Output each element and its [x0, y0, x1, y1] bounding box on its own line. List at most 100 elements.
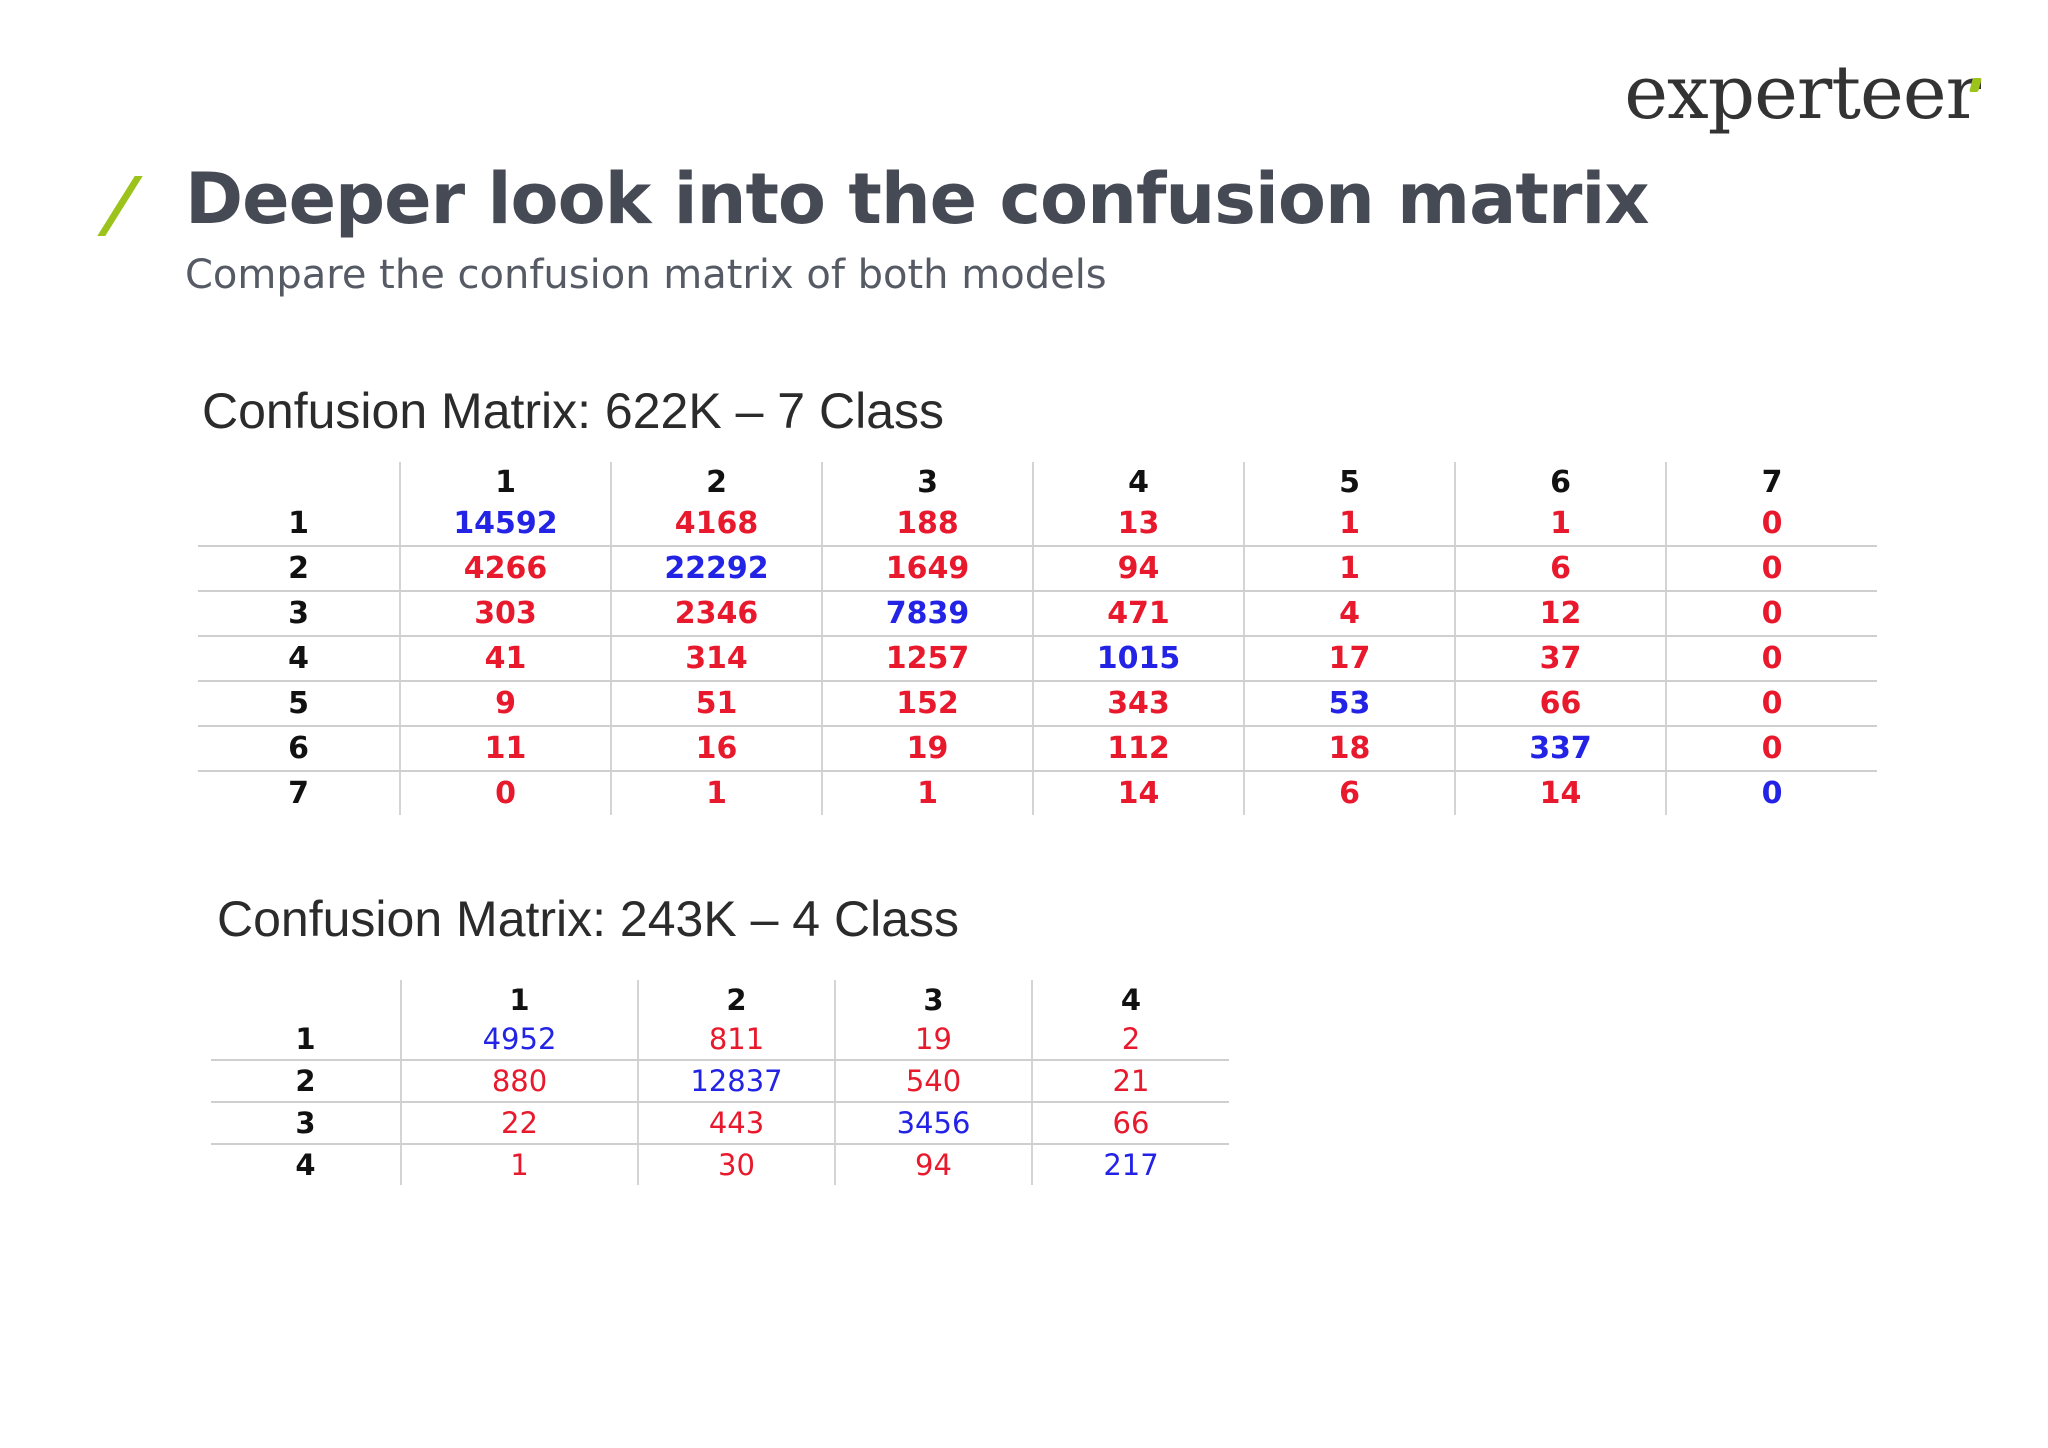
- header-row: 1 2 3 4 5 6 7: [198, 462, 1877, 502]
- matrix-cell: 37: [1454, 636, 1666, 682]
- row-label: 3: [211, 1102, 401, 1145]
- matrix-cell: 1: [821, 771, 1033, 815]
- col-label: 2: [637, 980, 835, 1019]
- slide-subtitle: Compare the confusion matrix of both mod…: [185, 252, 1107, 298]
- col-label: 4: [1032, 462, 1244, 502]
- matrix-cell: 18: [1243, 726, 1455, 772]
- col-label: 3: [821, 462, 1033, 502]
- matrix-cell: 7839: [821, 591, 1033, 637]
- row-label: 2: [198, 546, 400, 592]
- matrix-4class-heading: Confusion Matrix: 243K – 4 Class: [217, 891, 960, 947]
- matrix-cell: 1015: [1032, 636, 1244, 682]
- matrix-cell: 12: [1454, 591, 1666, 637]
- matrix-cell: 6: [1243, 771, 1455, 815]
- matrix-cell: 188: [821, 502, 1033, 547]
- corner-cell: [198, 462, 400, 502]
- table-row: 4 41 314 1257 1015 17 37 0: [198, 636, 1877, 682]
- row-label: 2: [211, 1060, 401, 1103]
- col-label: 3: [834, 980, 1032, 1019]
- slide-title: Deeper look into the confusion matrix: [185, 158, 1649, 240]
- matrix-cell: 1: [400, 1144, 638, 1185]
- matrix-cell: 13: [1032, 502, 1244, 547]
- matrix-cell: 1: [1243, 546, 1455, 592]
- matrix-cell: 1649: [821, 546, 1033, 592]
- matrix-cell: 14592: [399, 502, 611, 547]
- confusion-matrix-7class: 1 2 3 4 5 6 7 1 14592 4168 188 13 1 1 0 …: [198, 462, 1877, 815]
- matrix-cell: 112: [1032, 726, 1244, 772]
- matrix-cell: 4168: [610, 502, 822, 547]
- matrix-cell: 540: [834, 1060, 1032, 1103]
- matrix-cell: 66: [1454, 681, 1666, 727]
- matrix-cell: 12837: [637, 1060, 835, 1103]
- row-label: 4: [295, 1148, 316, 1182]
- matrix-cell: 314: [610, 636, 822, 682]
- title-slash-accent: [97, 176, 143, 236]
- col-label: 1: [399, 462, 611, 502]
- confusion-matrix-4class: 1 2 3 4 1 4952 811 19 2 2 880 12837 540 …: [211, 980, 1229, 1185]
- table-row: 2 4266 22292 1649 94 1 6 0: [198, 546, 1877, 592]
- matrix-cell: 0: [1665, 546, 1877, 592]
- table-row: 3 303 2346 7839 471 4 12 0: [198, 591, 1877, 637]
- col-label: 6: [1454, 462, 1666, 502]
- matrix-cell: 0: [399, 771, 611, 815]
- matrix-cell: 94: [834, 1144, 1032, 1185]
- header-row: 1 2 3 4: [211, 980, 1229, 1019]
- matrix-cell: 2346: [610, 591, 822, 637]
- table-row: 1 4952 811 19 2: [211, 1019, 1229, 1061]
- col-label: 5: [1243, 462, 1455, 502]
- matrix-cell: 53: [1243, 681, 1455, 727]
- row-label: 1: [198, 502, 400, 547]
- matrix-cell: 1: [610, 771, 822, 815]
- matrix-cell: 2: [1031, 1019, 1229, 1061]
- matrix-cell: 471: [1032, 591, 1244, 637]
- experteer-logo: experteer: [1624, 50, 1981, 136]
- matrix-cell: 4952: [400, 1019, 638, 1061]
- matrix-cell: 66: [1031, 1102, 1229, 1145]
- table-row: 2 880 12837 540 21: [211, 1060, 1229, 1103]
- matrix-cell: 0: [1665, 681, 1877, 727]
- matrix-cell: 337: [1454, 726, 1666, 772]
- matrix-cell: 880: [400, 1060, 638, 1103]
- table-row: 4 1 30 94 217: [211, 1144, 1229, 1185]
- matrix-cell: 19: [821, 726, 1033, 772]
- matrix-cell: 94: [1032, 546, 1244, 592]
- matrix-cell: 343: [1032, 681, 1244, 727]
- matrix-cell: 51: [610, 681, 822, 727]
- matrix-cell: 11: [399, 726, 611, 772]
- row-label: 4: [198, 636, 400, 682]
- row-label: 7: [288, 776, 309, 811]
- matrix-cell: 19: [834, 1019, 1032, 1061]
- matrix-cell: 21: [1031, 1060, 1229, 1103]
- matrix-7class-heading: Confusion Matrix: 622K – 7 Class: [202, 383, 945, 439]
- matrix-cell: 22292: [610, 546, 822, 592]
- matrix-cell: 1257: [821, 636, 1033, 682]
- table-row: 6 11 16 19 112 18 337 0: [198, 726, 1877, 772]
- matrix-cell: 1: [1243, 502, 1455, 547]
- table-row: 1 14592 4168 188 13 1 1 0: [198, 502, 1877, 547]
- matrix-cell: 4: [1243, 591, 1455, 637]
- matrix-cell: 41: [399, 636, 611, 682]
- matrix-cell: 0: [1665, 502, 1877, 547]
- matrix-cell: 30: [637, 1144, 835, 1185]
- col-label: 4: [1031, 980, 1229, 1019]
- matrix-cell: 443: [637, 1102, 835, 1145]
- table-row: 7 0 1 1 14 6 14 0: [198, 771, 1877, 815]
- matrix-cell: 303: [399, 591, 611, 637]
- matrix-cell: 6: [1454, 546, 1666, 592]
- matrix-cell: 17: [1243, 636, 1455, 682]
- row-label: 5: [198, 681, 400, 727]
- matrix-cell: 0: [1665, 591, 1877, 637]
- col-label: 7: [1665, 462, 1877, 502]
- matrix-cell: 0: [1665, 771, 1877, 815]
- table-row: 3 22 443 3456 66: [211, 1102, 1229, 1145]
- matrix-cell: 14: [1454, 771, 1666, 815]
- matrix-cell: 3456: [834, 1102, 1032, 1145]
- matrix-cell: 16: [610, 726, 822, 772]
- matrix-cell: 0: [1665, 636, 1877, 682]
- row-label: 6: [198, 726, 400, 772]
- matrix-cell: 14: [1032, 771, 1244, 815]
- matrix-cell: 811: [637, 1019, 835, 1061]
- col-label: 1: [400, 980, 638, 1019]
- row-label: 3: [198, 591, 400, 637]
- matrix-cell: 9: [399, 681, 611, 727]
